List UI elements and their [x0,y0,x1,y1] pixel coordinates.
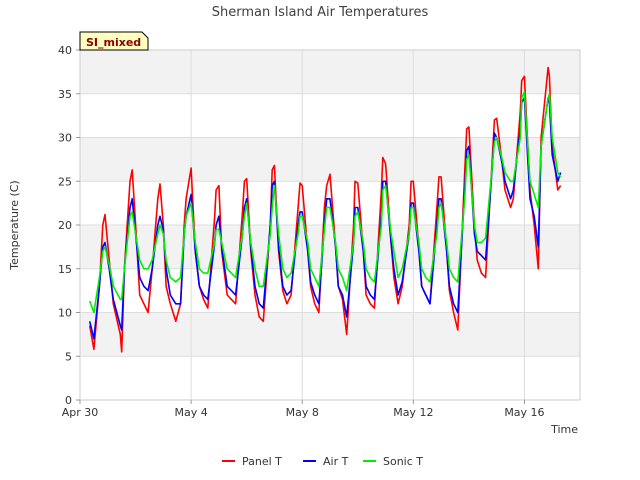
y-tick-label: 30 [58,132,72,145]
series-line-panel-t [88,66,562,353]
y-tick-label: 5 [65,350,72,363]
x-tick-label: Apr 30 [62,406,99,419]
x-tick-label: May 8 [286,406,319,419]
x-tick-label: May 4 [174,406,207,419]
series-lines [88,66,562,353]
y-tick-label: 40 [58,44,72,57]
x-tick-label: May 12 [393,406,433,419]
y-tick-label: 35 [58,88,72,101]
y-axis-label: Temperature (C) [8,180,21,270]
legend-label: Sonic T [383,455,423,468]
y-axis-ticks: 0 5 10 15 20 25 30 35 40 [58,44,80,407]
badge-label: SI_mixed [86,36,141,49]
badge-shape [79,31,149,51]
y-tick-label: 0 [65,394,72,407]
legend-label: Air T [323,455,349,468]
chart-title: Sherman Island Air Temperatures [212,5,429,20]
site-badge: SI_mixed [79,31,149,51]
y-tick-label: 20 [58,219,72,232]
y-tick-label: 25 [58,175,72,188]
background-band [80,312,580,357]
legend-item: Panel T [222,455,282,468]
x-axis-label: Time [550,423,578,436]
series-line-sonic-t [88,91,562,314]
x-tick-label: May 16 [504,406,544,419]
y-tick-label: 10 [58,307,72,320]
legend: Panel T Air T Sonic T [222,455,423,468]
legend-item: Sonic T [363,455,423,468]
legend-item: Air T [303,455,349,468]
x-axis-ticks: Apr 30 May 4 May 8 May 12 May 16 [62,400,545,419]
legend-label: Panel T [242,455,282,468]
y-tick-label: 15 [58,263,72,276]
background-band [80,50,580,94]
